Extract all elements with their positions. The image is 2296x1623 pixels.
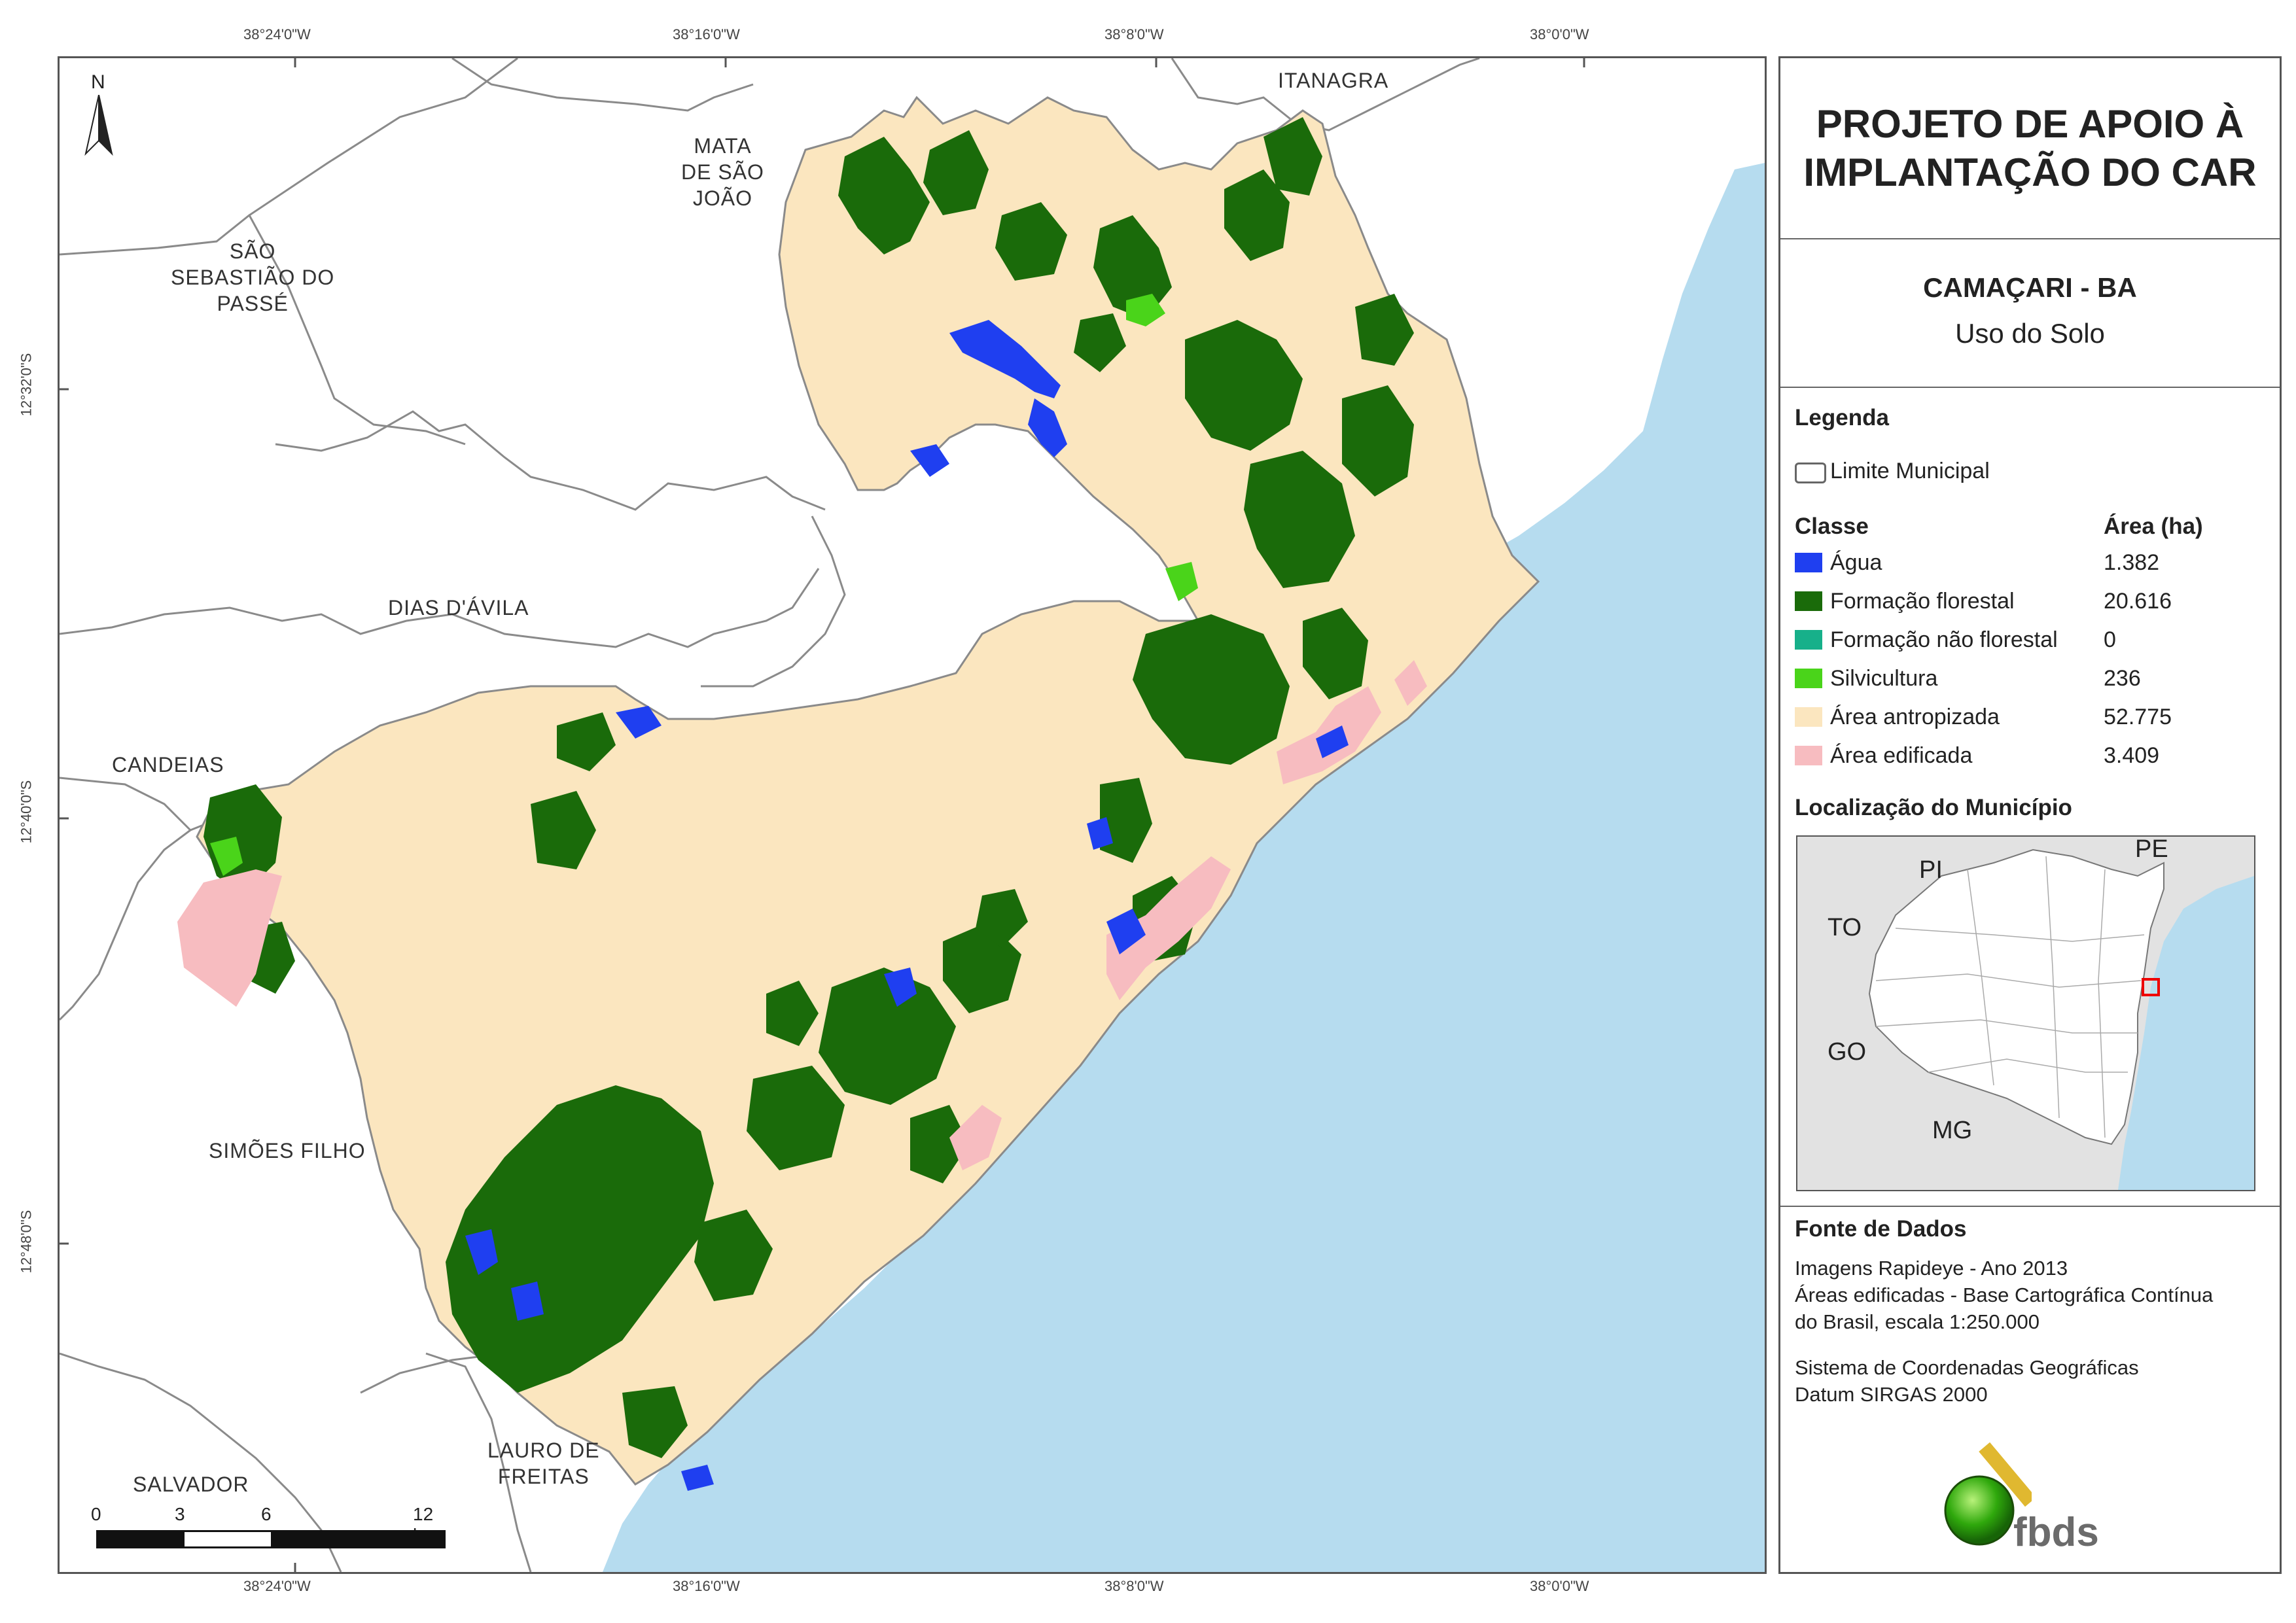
crs-line-1: Sistema de Coordenadas Geográficas bbox=[1795, 1356, 2139, 1379]
grid-label-top-2: 38°16'0"W bbox=[673, 26, 740, 43]
source-line-3: do Brasil, escala 1:250.000 bbox=[1795, 1310, 2040, 1333]
inset-bahia bbox=[1868, 848, 2164, 1145]
label-lauro-de-freitas: LAURO DE FREITAS bbox=[487, 1437, 600, 1490]
inset-locator bbox=[2142, 978, 2160, 996]
inset-map-graphic bbox=[1797, 837, 2254, 1190]
grid-label-bottom-1: 38°24'0"W bbox=[243, 1578, 311, 1594]
grid-label-top-1: 38°24'0"W bbox=[243, 26, 311, 43]
swatch-agua bbox=[1795, 553, 1822, 572]
scale-label-3: 3 bbox=[175, 1504, 185, 1524]
label-candeias: CANDEIAS bbox=[112, 753, 224, 777]
area-header: Área (ha) bbox=[2104, 514, 2203, 539]
class-area-area-edificada: 3.409 bbox=[2104, 743, 2160, 768]
grid-label-top-3: 38°8'0"W bbox=[1104, 26, 1164, 43]
municipal-boundaries bbox=[60, 58, 1480, 1572]
legend-heading: Legenda bbox=[1795, 405, 1889, 430]
grid-label-bottom-4: 38°0'0"W bbox=[1530, 1578, 1589, 1594]
grid-label-left-1: 12°32'0"S bbox=[18, 353, 35, 417]
label-itanagra: ITANAGRA bbox=[1278, 69, 1389, 92]
swatch-area-antropizada bbox=[1795, 707, 1822, 727]
swatch-formacao-florestal bbox=[1795, 591, 1822, 611]
limit-swatch bbox=[1795, 462, 1826, 483]
fbds-logo-icon bbox=[1944, 1442, 2032, 1546]
silviculture-areas bbox=[210, 294, 1198, 876]
class-area-area-antropizada: 52.775 bbox=[2104, 705, 2172, 729]
grid-label-left-2: 12°40'0"S bbox=[18, 780, 35, 844]
map-frame[interactable]: ITANAGRA MATA DE SÃO JOÃO SÃO SEBASTIÃO … bbox=[58, 56, 1767, 1574]
north-label: N bbox=[91, 71, 105, 93]
class-label-area-edificada: Área edificada bbox=[1830, 743, 1973, 768]
label-sao-seb-line3: PASSÉ bbox=[217, 292, 289, 315]
grid-label-bottom-2: 38°16'0"W bbox=[673, 1578, 740, 1594]
inset-label-pi: PI bbox=[1919, 856, 1943, 884]
class-label-agua: Água bbox=[1830, 550, 1882, 575]
label-salvador: SALVADOR bbox=[133, 1473, 249, 1496]
source-line-1: Imagens Rapideye - Ano 2013 bbox=[1795, 1257, 2068, 1280]
project-title: PROJETO DE APOIO À IMPLANTAÇÃO DO CAR bbox=[1803, 102, 2257, 194]
label-dias-davila: DIAS D'ÁVILA bbox=[388, 596, 529, 620]
label-mata-line3: JOÃO bbox=[692, 186, 753, 210]
scale-label-0: 0 bbox=[91, 1504, 101, 1524]
grid-label-top-4: 38°0'0"W bbox=[1530, 26, 1589, 43]
swatch-area-edificada bbox=[1795, 746, 1822, 765]
inset-label-pe: PE bbox=[2135, 835, 2168, 863]
north-arrow: N bbox=[79, 71, 118, 163]
title-section: PROJETO DE APOIO À IMPLANTAÇÃO DO CAR bbox=[1780, 58, 2280, 239]
swatch-formacao-nao-florestal bbox=[1795, 630, 1822, 650]
grid-label-bottom-3: 38°8'0"W bbox=[1104, 1578, 1164, 1594]
fbds-logo-text: fbds bbox=[2013, 1510, 2099, 1555]
map-canvas[interactable] bbox=[60, 58, 1765, 1572]
forest-patches bbox=[203, 117, 1414, 1458]
class-label-formacao-nao-florestal: Formação não florestal bbox=[1830, 627, 2058, 652]
limit-label: Limite Municipal bbox=[1830, 459, 1990, 483]
inset-label-go: GO bbox=[1828, 1038, 1867, 1066]
inset-label-to: TO bbox=[1828, 914, 1862, 941]
class-label-area-antropizada: Área antropizada bbox=[1830, 705, 2000, 729]
label-sao-seb-line1: SÃO bbox=[229, 239, 276, 263]
label-mata-de-sao-joao: MATA DE SÃO JOÃO bbox=[681, 133, 764, 211]
source-heading: Fonte de Dados bbox=[1795, 1216, 1967, 1242]
water-bodies bbox=[465, 320, 1349, 1491]
inset-ocean bbox=[2118, 876, 2254, 1190]
label-simoes-filho: SIMÕES FILHO bbox=[209, 1139, 366, 1162]
class-area-agua: 1.382 bbox=[2104, 550, 2160, 575]
source-text: Imagens Rapideye - Ano 2013 Áreas edific… bbox=[1795, 1255, 2213, 1336]
scale-bar: 0 3 6 12 km bbox=[84, 1504, 451, 1550]
crs-line-2: Datum SIRGAS 2000 bbox=[1795, 1382, 1988, 1406]
municipality-section: CAMAÇARI - BA Uso do Solo bbox=[1780, 239, 2280, 388]
location-inset-map: PI PE TO GO MG bbox=[1796, 835, 2255, 1191]
north-arrow-icon bbox=[84, 95, 113, 156]
class-area-formacao-florestal: 20.616 bbox=[2104, 589, 2172, 614]
grid-label-left-3: 12°48'0"S bbox=[18, 1210, 35, 1274]
swatch-silvicultura bbox=[1795, 669, 1822, 688]
location-heading: Localização do Município bbox=[1795, 795, 2072, 820]
class-label-formacao-florestal: Formação florestal bbox=[1830, 589, 2015, 614]
label-sao-sebastiao-do-passe: SÃO SEBASTIÃO DO PASSÉ bbox=[171, 238, 334, 317]
scale-label-6: 6 bbox=[261, 1504, 272, 1524]
label-mata-line2: DE SÃO bbox=[681, 160, 764, 184]
inset-bottom-rule bbox=[1780, 1206, 2280, 1207]
class-area-silvicultura: 236 bbox=[2104, 666, 2141, 691]
ocean bbox=[603, 163, 1765, 1572]
inset-label-mg: MG bbox=[1932, 1117, 1973, 1144]
label-sao-seb-line2: SEBASTIÃO DO bbox=[171, 266, 335, 289]
label-mata-line1: MATA bbox=[694, 134, 752, 158]
info-panel: PROJETO DE APOIO À IMPLANTAÇÃO DO CAR CA… bbox=[1778, 56, 2282, 1574]
label-lauro-line1: LAURO DE bbox=[487, 1439, 600, 1462]
source-line-2: Áreas edificadas - Base Cartográfica Con… bbox=[1795, 1283, 2214, 1306]
scale-bar-graphic bbox=[96, 1530, 446, 1548]
class-area-formacao-nao-florestal: 0 bbox=[2104, 627, 2116, 652]
label-lauro-line2: FREITAS bbox=[497, 1465, 590, 1488]
class-header: Classe bbox=[1795, 514, 1869, 539]
map-subtitle: Uso do Solo bbox=[1955, 318, 2105, 349]
class-label-silvicultura: Silvicultura bbox=[1830, 666, 1938, 691]
crs-text: Sistema de Coordenadas Geográficas Datum… bbox=[1795, 1355, 2139, 1408]
fbds-logo: fbds bbox=[1940, 1439, 2136, 1555]
municipality-name: CAMAÇARI - BA bbox=[1923, 272, 2137, 303]
